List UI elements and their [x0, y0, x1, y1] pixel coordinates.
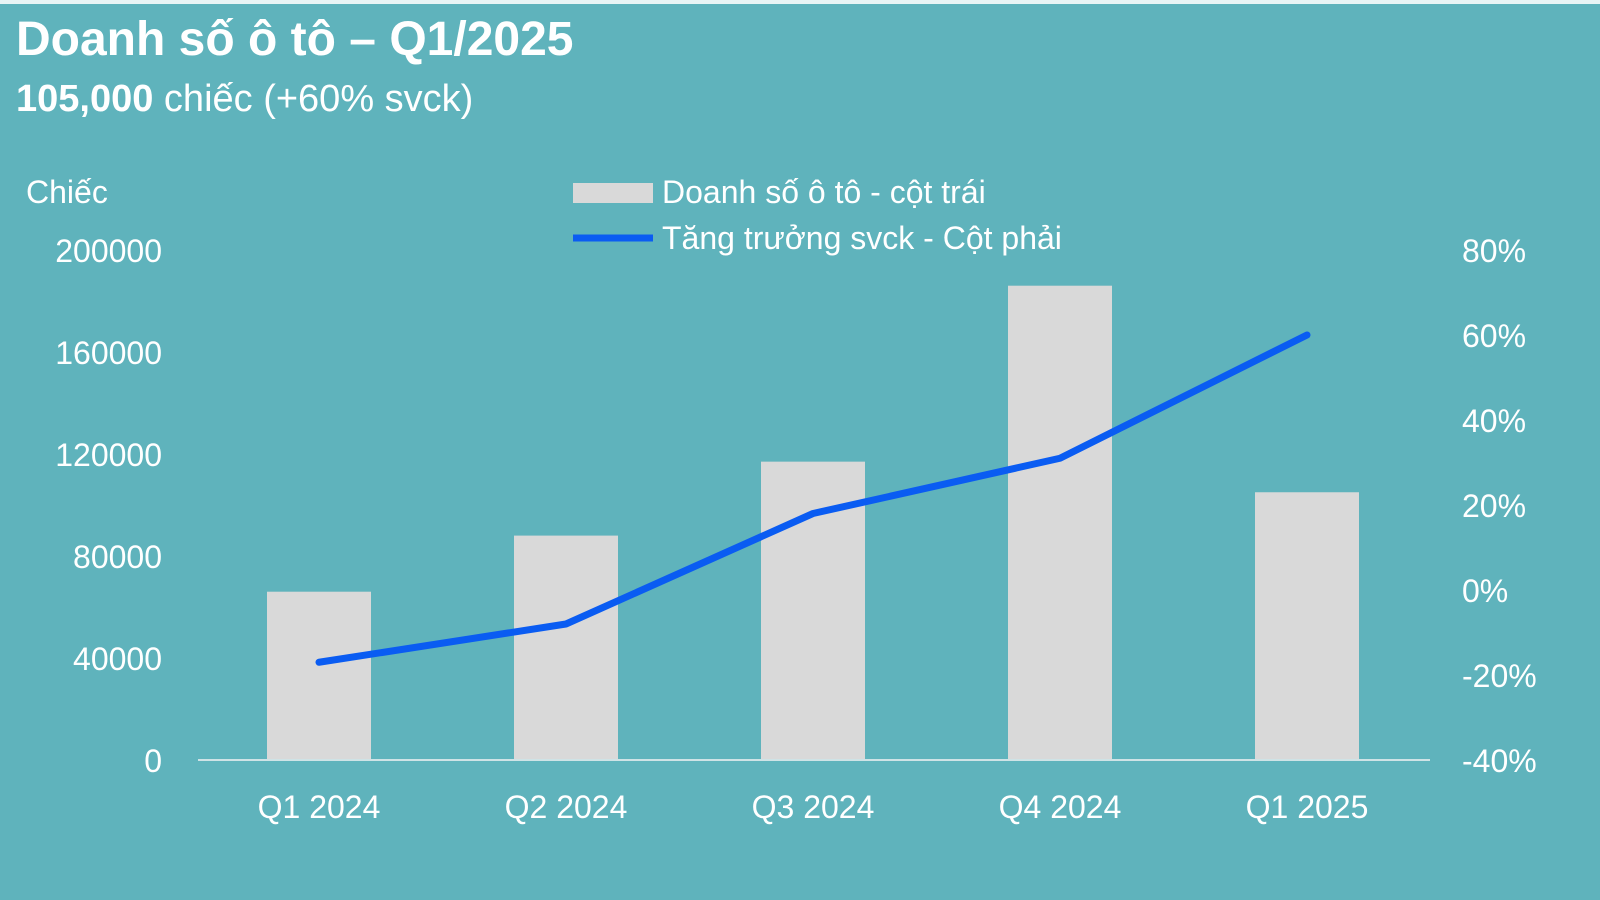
chart-title: Doanh số ô tô – Q1/2025	[16, 13, 574, 66]
y-tick-label: 160000	[55, 335, 162, 371]
x-tick-label: Q2 2024	[505, 789, 628, 825]
bar-q4-2024	[1008, 285, 1112, 760]
x-tick-label: Q4 2024	[999, 789, 1122, 825]
y2-tick-label: -40%	[1462, 743, 1537, 779]
y2-tick-label: -20%	[1462, 658, 1537, 694]
y2-tick-label: 40%	[1462, 403, 1526, 439]
bar-q2-2024	[514, 535, 618, 760]
y-tick-label: 40000	[73, 641, 162, 677]
y2-tick-label: 0%	[1462, 573, 1508, 609]
subtitle-value: 105,000	[16, 78, 154, 120]
y2-tick-label: 80%	[1462, 233, 1526, 269]
y2-tick-label: 20%	[1462, 488, 1526, 524]
bar-q1-2024	[267, 591, 371, 760]
subtitle-text: chiếc (+60% svck)	[153, 78, 474, 120]
y-tick-label: 120000	[55, 437, 162, 473]
x-tick-label: Q3 2024	[752, 789, 875, 825]
bar-q1-2025	[1255, 492, 1359, 760]
legend-bar-swatch	[573, 183, 653, 203]
legend-line-label: Tăng trưởng svck - Cột phải	[662, 220, 1062, 256]
y-axis-label: Chiếc	[26, 174, 108, 210]
top-border	[0, 0, 1600, 4]
y-tick-label: 200000	[55, 233, 162, 269]
x-tick-label: Q1 2025	[1246, 789, 1369, 825]
y-tick-label: 0	[144, 743, 162, 779]
growth-line	[315, 331, 1311, 666]
chart-subtitle: 105,000 chiếc (+60% svck)	[16, 78, 473, 121]
y-tick-label: 80000	[73, 539, 162, 575]
x-tick-label: Q1 2024	[258, 789, 381, 825]
y2-tick-label: 60%	[1462, 318, 1526, 354]
legend: Doanh số ô tô - cột trái Tăng trưởng svc…	[573, 174, 1062, 256]
legend-bar-label: Doanh số ô tô - cột trái	[662, 174, 986, 210]
